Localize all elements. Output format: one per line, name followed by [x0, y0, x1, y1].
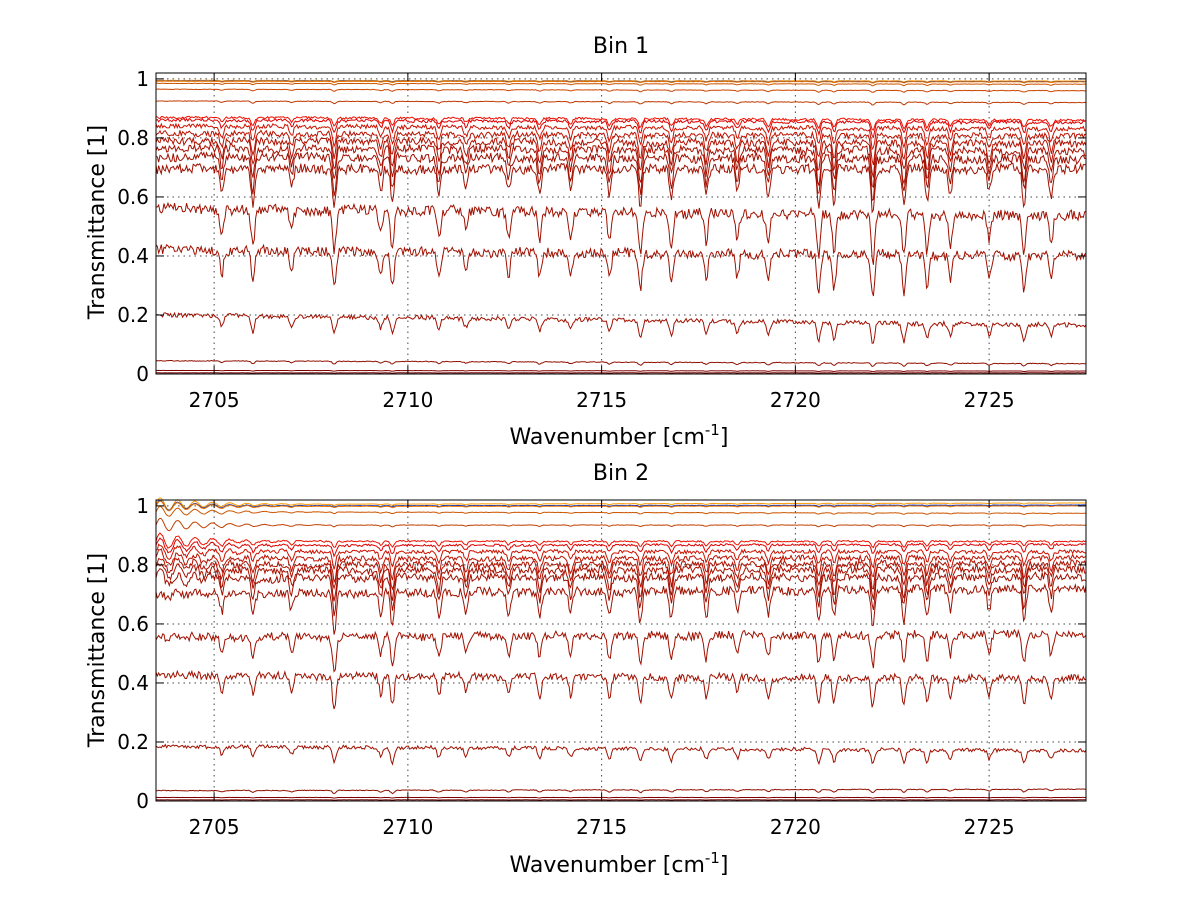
x-axis-label-text: Wavenumber [cm — [510, 425, 705, 450]
x-tick-label: 2710 — [382, 815, 433, 839]
x-tick-label: 2720 — [770, 388, 821, 412]
axis-ticks: 2705 2710 2715 2720 2725 0 0.2 0.4 0.6 0.8 1 — [117, 67, 1086, 412]
series-line — [155, 88, 1087, 94]
series-line — [155, 557, 1087, 591]
y-tick-label: 0.8 — [117, 553, 149, 577]
x-axis-label: Wavenumber [cm-1] — [510, 421, 729, 450]
series-group — [155, 79, 1087, 374]
series-line — [155, 162, 1087, 214]
series-line — [155, 669, 1087, 710]
y-axis-label: Transmittance [1] — [85, 125, 110, 320]
series-line — [155, 122, 1087, 151]
x-axis-label-text: Wavenumber [cm — [510, 853, 705, 878]
series-line — [155, 311, 1087, 344]
series-line — [155, 537, 1087, 558]
series-line — [155, 117, 1087, 139]
chart-panel-bin-2: Bin 2 2705 2710 2715 2720 2725 0 0.2 0.4 0.6 0.8 1… — [85, 461, 1087, 878]
plot-frame — [155, 499, 1087, 802]
x-axis-label-close: ] — [720, 853, 729, 878]
axis-ticks: 2705 2710 2715 2720 2725 0 0.2 0.4 0.6 0.8 1 — [117, 494, 1086, 839]
y-tick-label: 0.2 — [117, 303, 149, 327]
y-axis-label: Transmittance [1] — [85, 553, 110, 748]
y-tick-label: 0.6 — [117, 612, 149, 636]
series-line — [155, 583, 1087, 635]
series-line — [155, 497, 1087, 511]
series-line — [155, 532, 1087, 549]
y-tick-label: 0 — [136, 362, 149, 386]
x-tick-label: 2715 — [576, 815, 627, 839]
series-line — [155, 628, 1087, 673]
series-line — [155, 500, 1087, 512]
series-line — [155, 517, 1087, 532]
plot-frame — [155, 72, 1087, 375]
x-tick-label: 2720 — [770, 815, 821, 839]
series-line — [155, 788, 1087, 795]
series-line — [155, 80, 1087, 84]
chart-title: Bin 2 — [593, 461, 649, 486]
y-tick-label: 0.2 — [117, 730, 149, 754]
x-axis-label-exponent: -1 — [705, 421, 720, 439]
series-group — [155, 497, 1087, 801]
y-tick-label: 1 — [136, 67, 149, 91]
x-tick-label: 2715 — [576, 388, 627, 412]
series-line — [156, 369, 1086, 373]
y-tick-label: 0.6 — [117, 185, 149, 209]
x-tick-label: 2705 — [189, 815, 240, 839]
y-tick-label: 0 — [136, 789, 149, 813]
series-line — [155, 505, 1087, 517]
x-tick-label: 2710 — [382, 388, 433, 412]
x-axis-label: Wavenumber [cm-1] — [510, 849, 729, 878]
x-axis-label-close: ] — [720, 425, 729, 450]
series-line — [155, 115, 1087, 131]
series-line — [155, 151, 1087, 202]
y-tick-label: 0.4 — [117, 671, 149, 695]
series-line — [155, 135, 1087, 178]
series-line — [155, 129, 1087, 166]
x-tick-label: 2705 — [189, 388, 240, 412]
y-tick-label: 0.4 — [117, 244, 149, 268]
series-line — [155, 243, 1087, 297]
chart-title: Bin 1 — [593, 34, 649, 59]
series-line — [155, 548, 1087, 584]
series-line — [155, 743, 1087, 766]
x-tick-label: 2725 — [964, 388, 1015, 412]
series-line — [155, 142, 1087, 189]
series-line — [155, 100, 1087, 106]
series-line — [155, 796, 1087, 799]
series-line — [155, 82, 1087, 87]
x-axis-label-exponent: -1 — [705, 849, 720, 867]
series-line — [155, 567, 1087, 617]
chart-panel-bin-1: Bin 1 2705 2710 2715 2720 2725 0 0.2 0.4 0.6 0.8 1… — [85, 34, 1087, 450]
series-line — [155, 563, 1087, 602]
series-line — [155, 201, 1087, 265]
y-tick-label: 1 — [136, 494, 149, 518]
series-line — [155, 359, 1087, 368]
series-line — [155, 543, 1087, 570]
series-line — [155, 499, 1087, 511]
y-tick-label: 0.8 — [117, 126, 149, 150]
x-tick-label: 2725 — [964, 815, 1015, 839]
